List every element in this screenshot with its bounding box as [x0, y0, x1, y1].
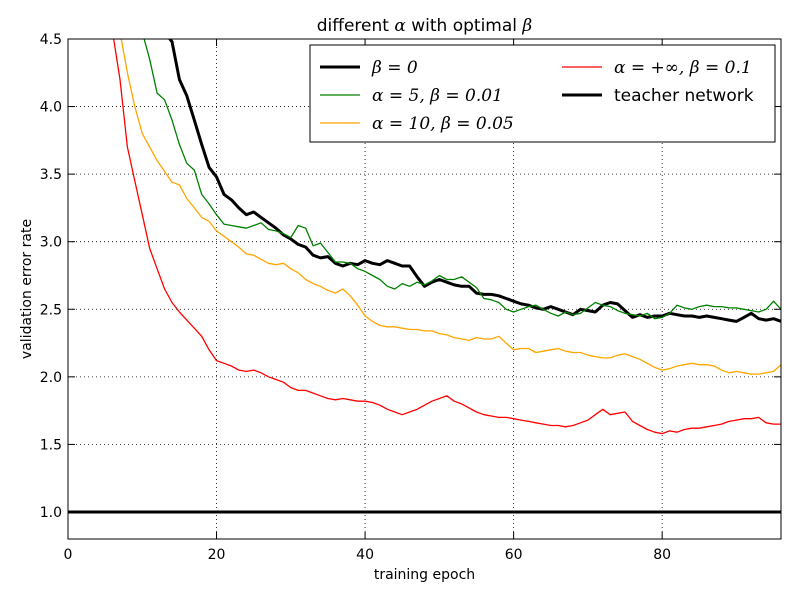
- series-line-3: [113, 39, 781, 435]
- y-tick-label: 3.0: [40, 235, 62, 251]
- y-tick-label: 2.0: [40, 370, 62, 386]
- series-line-2: [120, 39, 781, 375]
- x-tick-label: 60: [505, 547, 523, 563]
- legend-label: teacher network: [614, 86, 754, 106]
- plot-frame: [67, 38, 782, 540]
- series-line-1: [143, 39, 781, 320]
- y-tick-label: 4.0: [40, 100, 62, 116]
- y-tick-label: 3.5: [40, 167, 62, 183]
- x-axis-label: training epoch: [374, 567, 475, 583]
- y-tick-label: 2.5: [40, 302, 62, 318]
- title-part-0: different: [317, 16, 395, 36]
- series-lines: [68, 39, 781, 514]
- title-part-2: with optimal: [406, 16, 523, 36]
- legend-label: β = 0: [371, 58, 418, 78]
- y-tick-label: 1.0: [40, 505, 62, 521]
- x-tick-label: 0: [64, 547, 73, 563]
- legend-box: [309, 44, 776, 143]
- series-line-0: [167, 39, 781, 323]
- axis-ticks: 0 20 40 60 80 1.0 1.5 2.0 2.5 3.0 3.5 4.0 4.5: [40, 32, 781, 563]
- legend-label: α = 5, β = 0.01: [372, 86, 503, 106]
- y-tick-label: 4.5: [40, 32, 62, 48]
- legend-label: α = 10, β = 0.05: [372, 114, 514, 134]
- title-part-3: β: [521, 16, 532, 36]
- x-tick-label: 20: [208, 547, 226, 563]
- legend: β = 0 α = 5, β = 0.01 α = 10, β = 0.05 α = …: [309, 44, 776, 143]
- x-tick-label: 80: [653, 547, 671, 563]
- x-tick-label: 40: [356, 547, 374, 563]
- chart-title: different α with optimal β: [317, 16, 533, 36]
- y-axis-label: validation error rate: [19, 219, 35, 359]
- title-part-1: α: [394, 16, 406, 36]
- legend-label: α = +∞, β = 0.1: [614, 58, 752, 78]
- y-tick-label: 1.5: [40, 437, 62, 453]
